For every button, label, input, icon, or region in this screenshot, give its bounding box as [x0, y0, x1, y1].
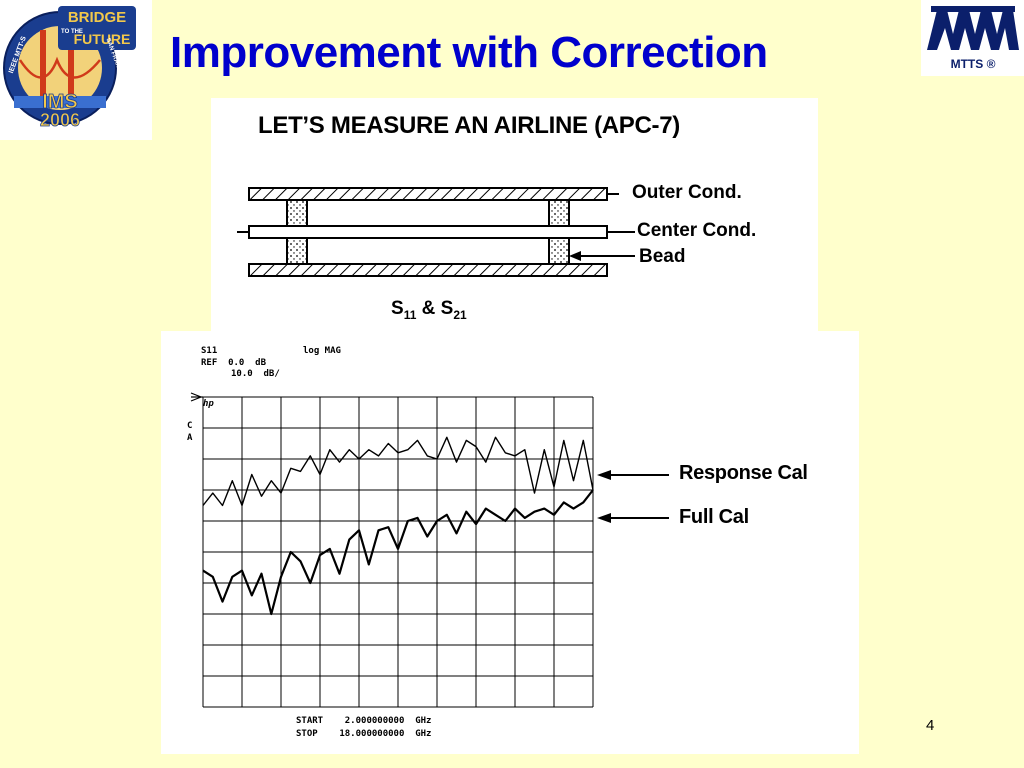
- mtts-logo-text: MTTS ®: [951, 57, 996, 71]
- bead-right-top: [548, 199, 570, 227]
- s-parameters-label: S11 & S21: [391, 298, 467, 322]
- logo-future-text: FUTURE: [74, 31, 131, 47]
- bead-left-bottom: [286, 237, 308, 265]
- outer-conductor-label: Outer Cond.: [632, 182, 742, 203]
- full-cal-trace: [202, 489, 594, 616]
- logo-ims-text: IMS: [42, 91, 78, 113]
- ims-2006-logo-graphic: BRIDGE TO THE FUTURE IMS 2006 IEEE MTT-S…: [3, 6, 136, 130]
- slide-title: Improvement with Correction: [170, 28, 768, 77]
- channel-c-label: C: [187, 421, 193, 431]
- mtts-logo-graphic: MTTS ®: [927, 6, 1019, 71]
- stop-frequency-label: STOP 18.000000000 GHz: [296, 729, 432, 739]
- plot-grid: [202, 396, 594, 708]
- mtts-logo: MTTS ®: [921, 0, 1024, 76]
- network-analyzer-panel: S11 log MAG REF 0.0 dB 10.0 dB/ hp C A S…: [161, 331, 859, 754]
- scale-label: 10.0 dB/: [231, 369, 280, 379]
- ims-2006-logo: BRIDGE TO THE FUTURE IMS 2006 IEEE MTT-S…: [0, 0, 152, 140]
- bead-right-bottom: [548, 237, 570, 265]
- airline-cross-section: [237, 187, 635, 277]
- response-cal-label: Response Cal: [679, 462, 808, 484]
- plot-traces: [202, 436, 594, 616]
- hp-mark: hp: [203, 399, 214, 409]
- ref-label: REF 0.0 dB: [201, 358, 267, 368]
- diagram-heading: LET’S MEASURE AN AIRLINE (APC-7): [258, 112, 680, 139]
- outer-conductor-top: [248, 187, 608, 201]
- airline-diagram-panel: LET’S MEASURE AN AIRLINE (APC-7) Ou: [211, 98, 818, 334]
- center-conductor: [248, 225, 608, 239]
- param-label: S11: [201, 346, 218, 356]
- center-conductor-label: Center Cond.: [637, 220, 757, 241]
- logo-2006-text: 2006: [40, 110, 80, 130]
- format-label: log MAG: [303, 346, 341, 356]
- response-cal-trace: [202, 436, 594, 507]
- logo-to-the-text: TO THE: [61, 29, 83, 35]
- full-cal-label: Full Cal: [679, 506, 749, 528]
- start-frequency-label: START 2.000000000 GHz: [296, 716, 432, 726]
- bead-label: Bead: [639, 246, 686, 267]
- outer-conductor-bottom: [248, 263, 608, 277]
- page-number: 4: [926, 717, 935, 734]
- s11-plot: [190, 392, 669, 708]
- logo-bridge-text: BRIDGE: [68, 9, 126, 26]
- bead-left-top: [286, 199, 308, 227]
- channel-a-label: A: [187, 433, 193, 443]
